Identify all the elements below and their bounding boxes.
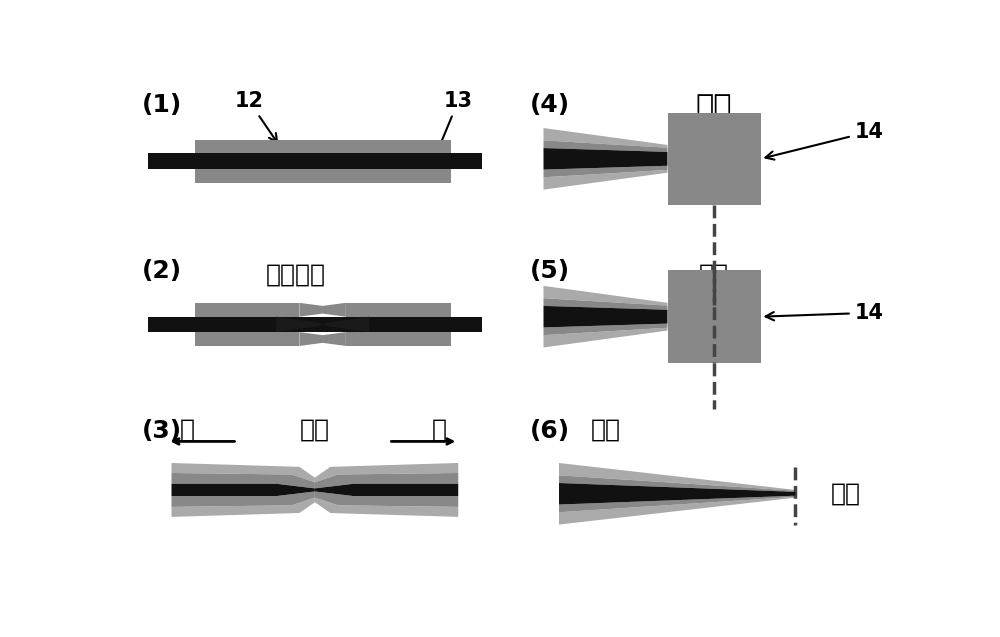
Text: 14: 14 xyxy=(766,303,884,323)
Polygon shape xyxy=(172,492,315,507)
Text: (5): (5) xyxy=(530,259,570,283)
Text: (2): (2) xyxy=(142,259,182,283)
Polygon shape xyxy=(172,483,315,496)
Bar xyxy=(195,169,450,183)
Bar xyxy=(195,140,450,154)
Polygon shape xyxy=(544,170,668,190)
Polygon shape xyxy=(544,298,668,310)
Bar xyxy=(346,303,450,317)
Polygon shape xyxy=(544,166,668,177)
Text: 镜面: 镜面 xyxy=(831,482,861,506)
Polygon shape xyxy=(544,128,668,148)
Polygon shape xyxy=(299,332,346,346)
Polygon shape xyxy=(559,483,795,505)
Polygon shape xyxy=(172,473,315,489)
Polygon shape xyxy=(315,473,458,489)
Text: (3): (3) xyxy=(142,419,182,443)
Polygon shape xyxy=(544,286,668,306)
Polygon shape xyxy=(544,306,668,327)
Bar xyxy=(195,332,299,346)
Text: 封样: 封样 xyxy=(696,94,732,122)
Bar xyxy=(668,271,761,363)
Text: 14: 14 xyxy=(765,122,884,160)
Polygon shape xyxy=(315,463,458,482)
Polygon shape xyxy=(544,148,668,169)
Bar xyxy=(148,317,482,332)
Bar xyxy=(668,113,761,205)
Text: 力: 力 xyxy=(431,418,446,442)
Polygon shape xyxy=(172,497,315,517)
Text: 电流加热: 电流加热 xyxy=(266,263,326,287)
Polygon shape xyxy=(315,497,458,517)
Text: (1): (1) xyxy=(142,94,182,117)
Polygon shape xyxy=(559,463,795,490)
Polygon shape xyxy=(559,475,795,492)
Bar xyxy=(195,303,299,317)
Text: (4): (4) xyxy=(530,94,570,117)
Polygon shape xyxy=(544,324,668,335)
Polygon shape xyxy=(559,497,795,525)
Polygon shape xyxy=(559,496,795,512)
Text: (6): (6) xyxy=(530,419,570,443)
Bar xyxy=(346,332,450,346)
Text: 12: 12 xyxy=(234,91,277,142)
Bar xyxy=(148,154,482,169)
Polygon shape xyxy=(299,303,346,317)
Polygon shape xyxy=(315,492,458,507)
Polygon shape xyxy=(315,483,458,496)
Polygon shape xyxy=(172,463,315,482)
Polygon shape xyxy=(544,140,668,152)
Text: 解封: 解封 xyxy=(590,418,620,442)
Text: 力: 力 xyxy=(180,418,194,442)
Text: 磨样: 磨样 xyxy=(699,263,729,287)
Polygon shape xyxy=(276,317,369,332)
Text: 拉断: 拉断 xyxy=(300,418,330,442)
Polygon shape xyxy=(544,328,668,347)
Text: 13: 13 xyxy=(429,91,473,171)
